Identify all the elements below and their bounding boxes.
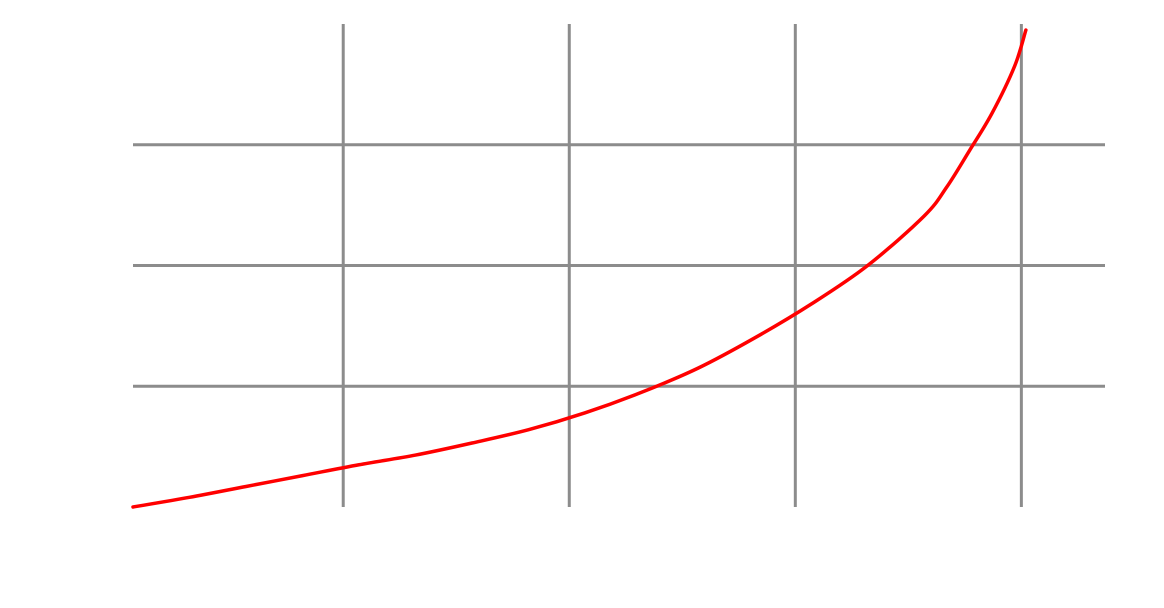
grid-layer (133, 24, 1105, 507)
series-line-1 (131, 28, 1028, 509)
series-layer (131, 28, 1028, 509)
